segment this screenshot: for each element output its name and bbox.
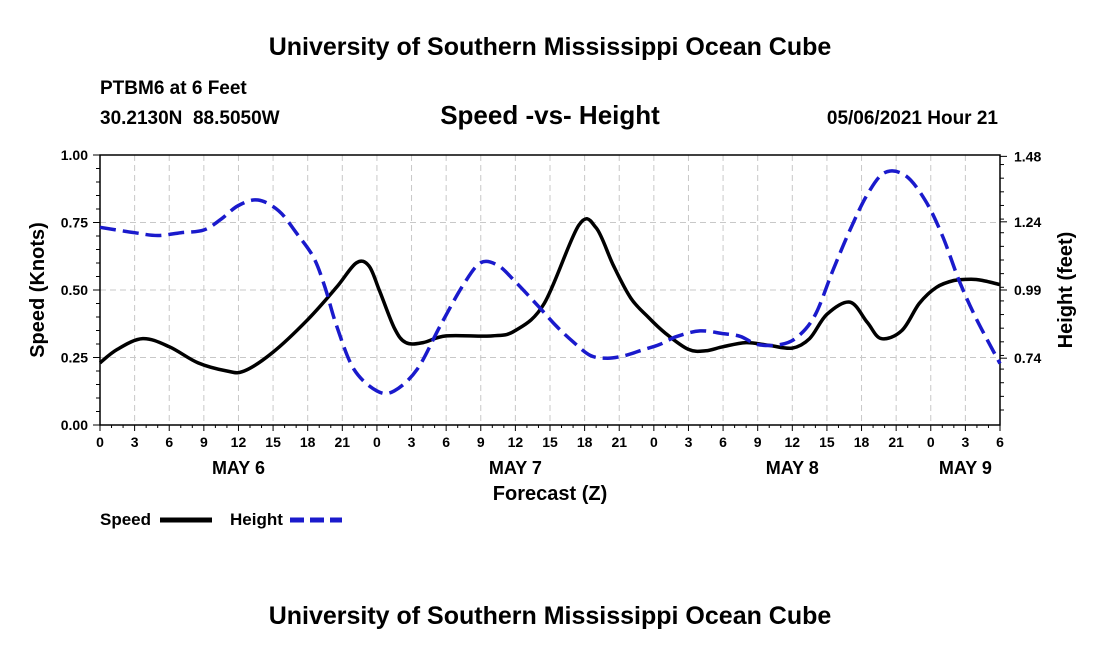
station-label: PTBM6 at 6 Feet [100, 78, 247, 99]
y2-tick-label: 0.99 [1014, 282, 1041, 298]
x-tick-label: 3 [131, 434, 139, 450]
height-series-line [99, 169, 1002, 396]
x-tick-label: 12 [785, 434, 801, 450]
legend-speed-label: Speed [100, 510, 151, 529]
x-axis-title: Forecast (Z) [493, 483, 607, 505]
x-tick-label: 0 [927, 434, 935, 450]
x-tick-label: 12 [231, 434, 247, 450]
x-tick-label: 18 [577, 434, 593, 450]
x-tick-label: 6 [442, 434, 450, 450]
x-tick-label: 18 [854, 434, 870, 450]
x-tick-label: 15 [542, 434, 558, 450]
x-tick-label: 3 [408, 434, 416, 450]
y-tick-label: 0.25 [61, 350, 88, 366]
y2-tick-label: 1.48 [1014, 148, 1041, 164]
coordinates-label: 30.2130N 88.5050W [100, 108, 280, 129]
x-tick-label: 3 [961, 434, 969, 450]
y2-axis-title: Height (feet) [1055, 232, 1077, 349]
footer-title: University of Southern Mississippi Ocean… [269, 602, 832, 630]
date-label: 05/06/2021 Hour 21 [827, 108, 999, 129]
day-label: MAY 7 [489, 458, 542, 478]
x-tick-label: 21 [335, 434, 351, 450]
day-label: MAY 8 [766, 458, 819, 478]
plot-frame [99, 154, 1001, 426]
y-tick-label: 0.75 [61, 215, 88, 231]
x-tick-label: 9 [477, 434, 485, 450]
x-tick-label: 21 [611, 434, 627, 450]
x-tick-label: 0 [96, 434, 104, 450]
x-tick-label: 6 [996, 434, 1004, 450]
y2-tick-label: 1.24 [1014, 214, 1041, 230]
x-tick-label: 15 [819, 434, 835, 450]
x-tick-label: 0 [650, 434, 658, 450]
y2-tick-label: 0.74 [1014, 350, 1041, 366]
y-tick-label: 1.00 [61, 147, 88, 163]
x-tick-label: 18 [300, 434, 316, 450]
x-tick-label: 21 [888, 434, 904, 450]
x-tick-label: 6 [165, 434, 173, 450]
page-title: University of Southern Mississippi Ocean… [269, 33, 832, 61]
y-tick-label: 0.00 [61, 417, 88, 433]
legend-height-label: Height [230, 510, 283, 529]
x-tick-label: 15 [265, 434, 281, 450]
y-tick-label: 0.50 [61, 282, 88, 298]
speed-series-line [98, 217, 1001, 375]
x-tick-label: 9 [200, 434, 208, 450]
chart-title: Speed -vs- Height [440, 100, 660, 130]
x-tick-label: 6 [719, 434, 727, 450]
x-tick-label: 0 [373, 434, 381, 450]
series-group [98, 169, 1002, 396]
day-label: MAY 6 [212, 458, 265, 478]
x-tick-label: 12 [508, 434, 524, 450]
day-label: MAY 9 [939, 458, 992, 478]
x-tick-label: 3 [685, 434, 693, 450]
x-tick-label: 9 [754, 434, 762, 450]
ticks: 0 3 6 9 12 15 18 21 0 3 6 9 12 15 18 21 0 3 6 9 12 15 18 21 0 3 6M… [61, 147, 1042, 478]
y-axis-title: Speed (Knots) [27, 222, 49, 358]
